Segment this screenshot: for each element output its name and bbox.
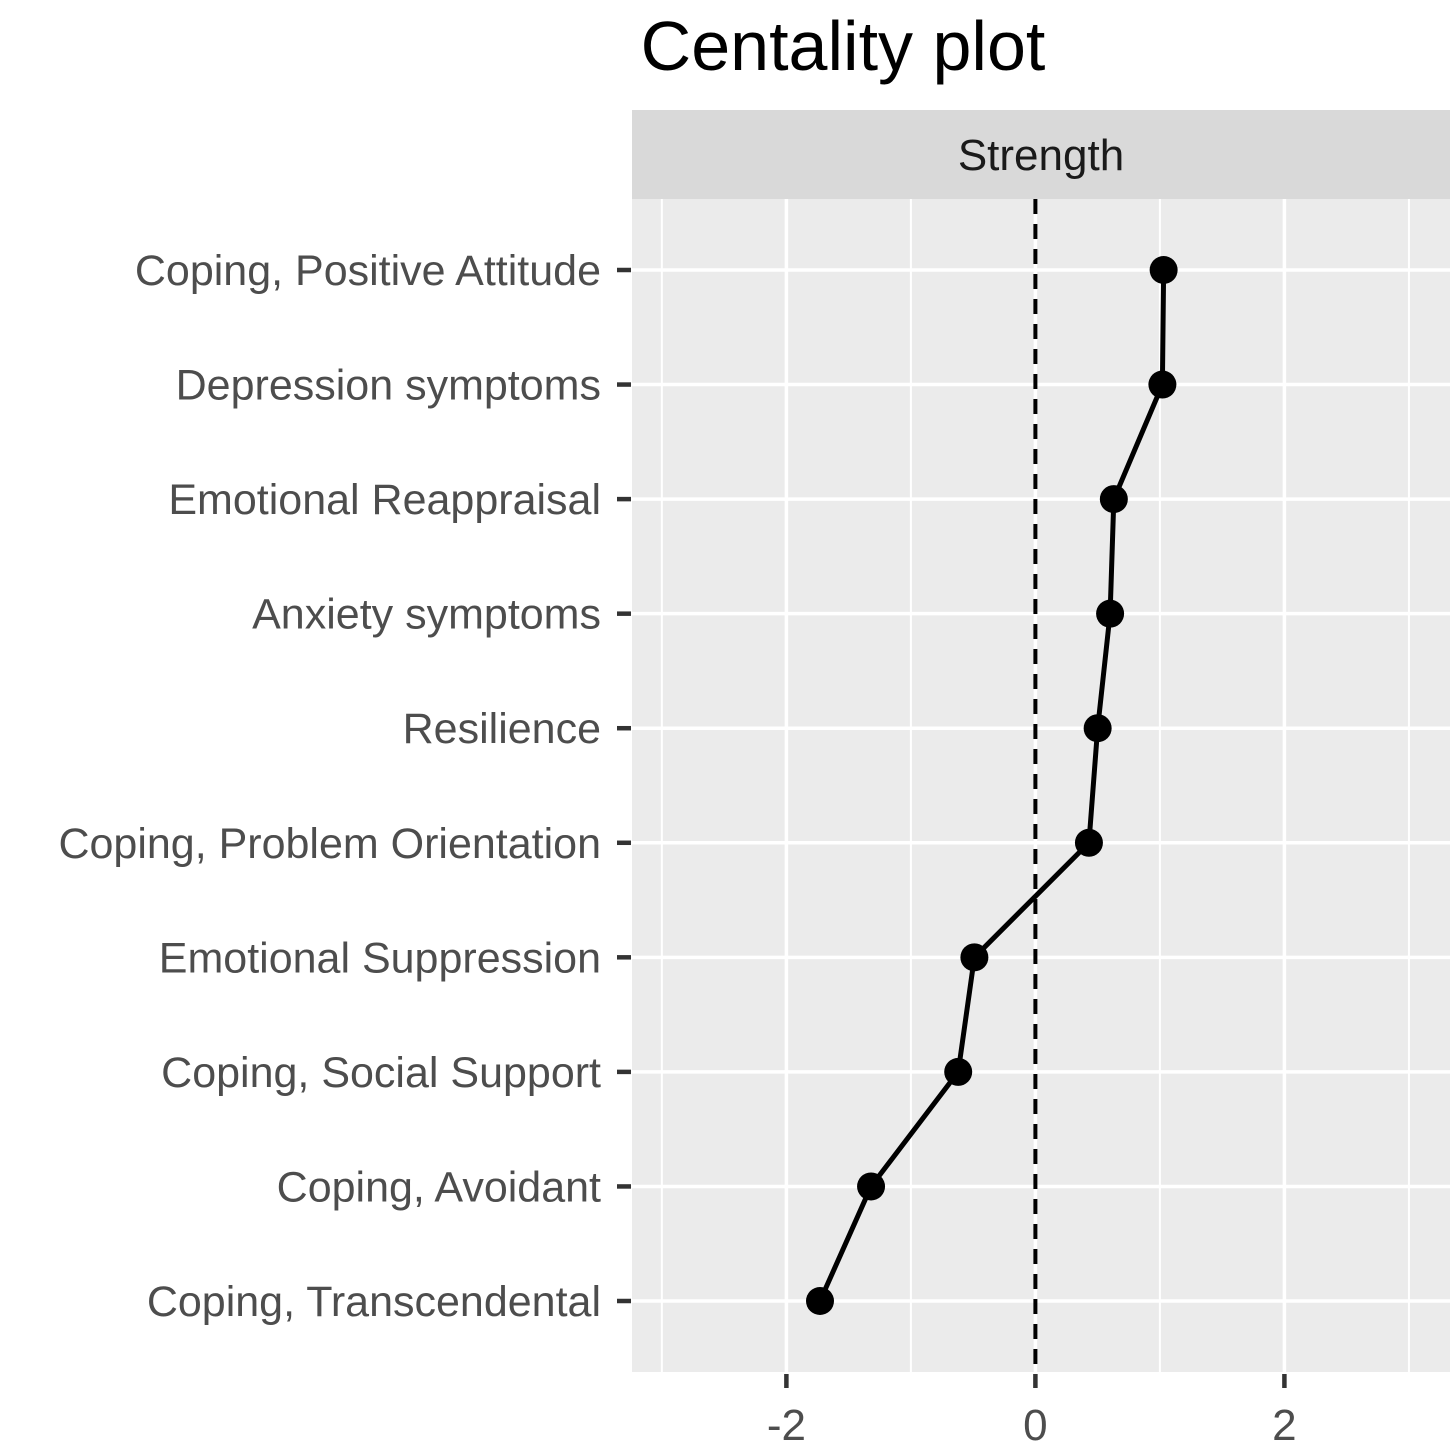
data-point [960, 943, 989, 972]
x-axis-tick-label: 0 [1023, 1401, 1047, 1450]
y-axis-label: Depression symptoms [176, 362, 601, 410]
y-axis-label: Emotional Reappraisal [168, 476, 601, 524]
data-point [944, 1057, 973, 1086]
data-point [857, 1172, 886, 1201]
y-axis-label: Coping, Problem Orientation [58, 820, 601, 868]
data-point [1096, 599, 1125, 628]
y-axis-label: Coping, Positive Attitude [135, 247, 601, 295]
data-point [1149, 256, 1178, 284]
data-point [1148, 370, 1177, 399]
plot-panel [632, 199, 1450, 1372]
y-axis-label: Emotional Suppression [159, 934, 601, 982]
facet-strip [632, 110, 1450, 199]
data-point [1074, 828, 1103, 857]
data-point [806, 1287, 835, 1315]
x-axis-tick-label: -2 [767, 1401, 806, 1450]
facet-strip-label: Strength [958, 131, 1124, 180]
y-axis-label: Coping, Avoidant [277, 1163, 601, 1211]
y-axis-label: Resilience [403, 705, 601, 753]
data-point [1083, 714, 1112, 743]
strength-line [817, 269, 1167, 1303]
y-axis-label: Coping, Social Support [161, 1049, 601, 1097]
x-axis-tick-label: 2 [1272, 1401, 1296, 1450]
y-axis-label: Coping, Transcendental [147, 1278, 601, 1326]
data-point [1099, 485, 1128, 514]
y-axis-label: Anxiety symptoms [252, 591, 601, 639]
plot-title: Centality plot [640, 7, 1046, 85]
